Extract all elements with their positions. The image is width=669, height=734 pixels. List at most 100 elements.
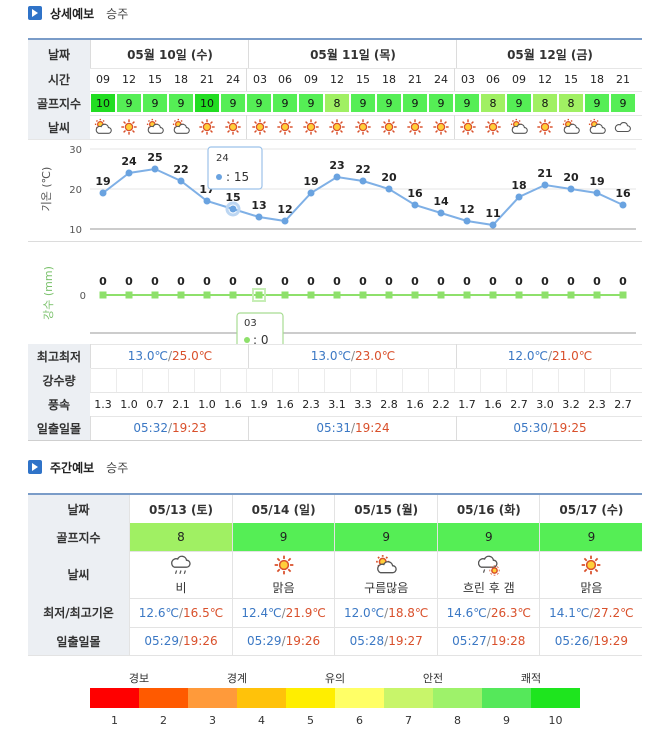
rain-point[interactable]: [359, 291, 367, 299]
wind-cell: 1.6: [484, 397, 502, 411]
weather-row-label: 날씨: [28, 115, 90, 139]
legend-color-bar: [90, 688, 580, 708]
temp-point[interactable]: [255, 213, 263, 221]
min-temp: 12.6℃: [138, 605, 179, 620]
golf-index-cell: 9: [351, 94, 375, 112]
temp-point[interactable]: [411, 201, 419, 209]
rain-data-label: 0: [515, 275, 523, 288]
golf-index-cell: 8: [481, 94, 505, 112]
rain-point[interactable]: [255, 291, 263, 299]
weekly-sun-cell: 05:28/19:27: [334, 627, 437, 655]
temp-y-tick: 30: [69, 145, 82, 156]
time-cell: 24: [434, 73, 448, 86]
tooltip-title: 24: [216, 153, 229, 164]
time-cell: 09: [96, 73, 110, 86]
golf-index-cell: 9: [455, 94, 479, 112]
rain-point[interactable]: [307, 291, 315, 299]
temp-point[interactable]: [151, 165, 159, 173]
precip-cell: [480, 368, 507, 392]
weekly-weather-row: 날씨 비 맑음 구름많음 흐린 후 갬 맑음: [28, 551, 642, 599]
golf-index-cell: 9: [117, 94, 141, 112]
temp-data-label: 19: [589, 175, 604, 188]
rain-point[interactable]: [281, 291, 289, 299]
rain-point[interactable]: [333, 291, 341, 299]
sun-icon: [454, 115, 481, 139]
temp-point[interactable]: [385, 185, 393, 193]
golf-index-cell: 9: [403, 94, 427, 112]
weekly-golf-cell: 9: [334, 523, 438, 551]
sun-icon: [194, 115, 220, 139]
weekly-weather-cell: 맑음: [231, 551, 335, 598]
rain-point[interactable]: [593, 291, 601, 299]
time-cell: 06: [278, 73, 292, 86]
rain-point[interactable]: [229, 291, 237, 299]
temp-point[interactable]: [359, 177, 367, 185]
sun-icon: [272, 115, 298, 139]
rain-point[interactable]: [541, 291, 549, 299]
weekly-weather-cell: 맑음: [539, 551, 642, 598]
temp-point[interactable]: [619, 201, 627, 209]
legend-swatch: [139, 688, 188, 708]
min-temp: 14.1℃: [549, 605, 590, 620]
temp-y-axis-label: 기온 (℃): [40, 167, 53, 212]
temp-data-label: 22: [173, 163, 188, 176]
legend-category: 경계: [226, 672, 248, 685]
rain-point[interactable]: [99, 291, 107, 299]
rain-point[interactable]: [619, 291, 627, 299]
rain-point[interactable]: [463, 291, 471, 299]
temp-point[interactable]: [567, 185, 575, 193]
rain-point[interactable]: [125, 291, 133, 299]
temp-point[interactable]: [177, 177, 185, 185]
legend-category: 쾌적: [520, 672, 542, 685]
rain-point[interactable]: [567, 291, 575, 299]
precip-cell: [298, 368, 325, 392]
sun-icon: [376, 115, 402, 139]
rain-point[interactable]: [177, 291, 185, 299]
precip-cell: [376, 368, 403, 392]
temp-point[interactable]: [99, 189, 107, 197]
temp-point[interactable]: [541, 181, 549, 189]
wind-row: 풍속 1.3 1.0 0.7 2.1 1.0 1.6 1.9 1.6 2.3 3.1 3.3 2.8 1…: [28, 392, 642, 417]
wind-cell: 1.6: [406, 397, 424, 411]
temp-point[interactable]: [515, 193, 523, 201]
legend-number: 6: [356, 714, 363, 727]
temp-point[interactable]: [489, 221, 497, 229]
weekly-section-title: 주간예보: [50, 460, 95, 475]
minmax-row: 최고최저 13.0℃/25.0℃ 13.0℃/23.0℃ 12.0℃/21.0℃: [28, 344, 642, 369]
temp-point[interactable]: [281, 217, 289, 225]
detail-section-header: 상세예보 승주: [28, 4, 128, 22]
rain-point[interactable]: [385, 291, 393, 299]
precip-cell: [324, 368, 351, 392]
temp-point[interactable]: [229, 205, 237, 213]
golf-index-legend: 경보 경계 유의 안전 쾌적 1 2 3 4 5 6 7 8 9 10: [90, 670, 580, 730]
minmax-day-1: 13.0℃/25.0℃: [90, 344, 249, 368]
temp-point[interactable]: [463, 217, 471, 225]
max-temp: 25.0℃: [172, 349, 213, 363]
wind-cell: 2.1: [172, 397, 190, 411]
temp-data-label: 13: [251, 199, 266, 212]
temp-point[interactable]: [593, 189, 601, 197]
rain-point[interactable]: [515, 291, 523, 299]
temp-point[interactable]: [307, 189, 315, 197]
min-temp: 13.0℃: [127, 349, 168, 363]
rain-point[interactable]: [437, 291, 445, 299]
rain-point[interactable]: [489, 291, 497, 299]
sun-day-2: 05:31/19:24: [248, 416, 457, 440]
day-header-2: 05월 11일 (목): [248, 40, 457, 68]
rain-point[interactable]: [411, 291, 419, 299]
temp-point[interactable]: [203, 197, 211, 205]
weekly-golf-cell: 9: [231, 523, 335, 551]
rain-point[interactable]: [151, 291, 159, 299]
minmax-row-label: 최고최저: [28, 344, 90, 368]
legend-number: 3: [209, 714, 216, 727]
temp-point[interactable]: [125, 169, 133, 177]
golf-index-cell: 9: [377, 94, 401, 112]
golf-index-cell: 8: [325, 94, 349, 112]
precip-cell: [454, 368, 481, 392]
rain-point[interactable]: [203, 291, 211, 299]
sunrise-time: 05:26: [554, 634, 590, 648]
wind-cell: 1.0: [198, 397, 216, 411]
weekly-date-cell: 05/14 (일): [231, 495, 335, 523]
temp-point[interactable]: [437, 209, 445, 217]
temp-point[interactable]: [333, 173, 341, 181]
